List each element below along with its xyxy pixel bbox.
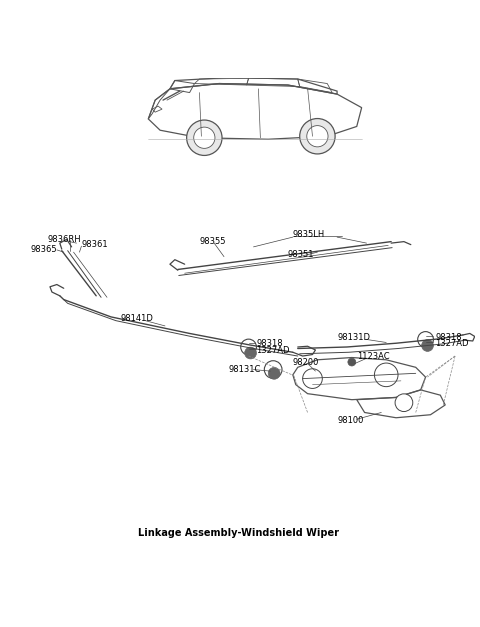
Text: 98351: 98351 <box>288 250 314 259</box>
Circle shape <box>307 125 328 147</box>
Circle shape <box>268 367 280 379</box>
Circle shape <box>264 361 282 379</box>
Text: Linkage Assembly-Windshield Wiper: Linkage Assembly-Windshield Wiper <box>138 528 339 538</box>
Text: 9836RH: 9836RH <box>47 235 81 244</box>
Circle shape <box>421 340 433 351</box>
Text: 98131D: 98131D <box>337 333 370 342</box>
Circle shape <box>240 339 256 355</box>
Text: 98141D: 98141D <box>121 314 154 323</box>
Text: 98131C: 98131C <box>229 365 261 374</box>
Circle shape <box>303 369 323 389</box>
Text: 98100: 98100 <box>337 416 363 425</box>
Text: 98355: 98355 <box>199 237 226 246</box>
Text: 98365: 98365 <box>30 245 57 254</box>
Circle shape <box>300 119 335 154</box>
Text: 98318: 98318 <box>435 333 462 342</box>
Text: 1327AD: 1327AD <box>256 345 290 354</box>
Text: 9835LH: 9835LH <box>293 229 325 239</box>
Text: 98361: 98361 <box>82 240 108 249</box>
Circle shape <box>395 394 413 411</box>
Circle shape <box>374 363 398 387</box>
Text: 98318: 98318 <box>256 339 283 348</box>
Text: 1327AD: 1327AD <box>435 339 469 349</box>
Circle shape <box>418 332 433 347</box>
Circle shape <box>348 358 356 366</box>
Circle shape <box>187 120 222 155</box>
Text: 98200: 98200 <box>293 357 319 367</box>
Text: 1123AC: 1123AC <box>357 352 389 361</box>
Circle shape <box>194 127 215 149</box>
Circle shape <box>245 347 256 359</box>
